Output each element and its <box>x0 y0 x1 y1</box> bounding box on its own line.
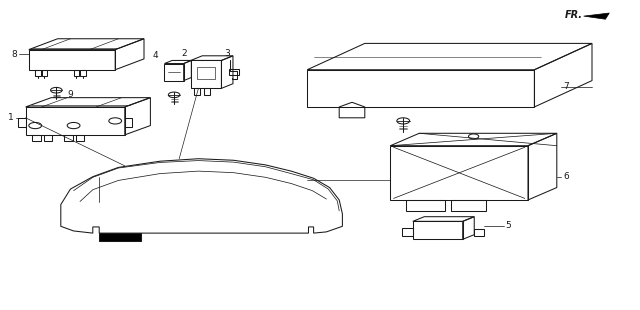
Text: FR.: FR. <box>565 11 583 20</box>
Bar <box>74 70 79 76</box>
Bar <box>35 70 41 76</box>
Bar <box>29 50 115 70</box>
Bar <box>390 146 528 200</box>
Bar <box>125 118 132 127</box>
Bar <box>64 135 73 141</box>
Text: 1: 1 <box>8 113 14 122</box>
Bar <box>80 70 86 76</box>
Bar <box>413 221 463 239</box>
Bar <box>99 233 141 241</box>
Bar <box>44 135 52 141</box>
Polygon shape <box>584 13 609 19</box>
Bar <box>402 228 413 236</box>
Bar <box>307 70 534 107</box>
Text: 3: 3 <box>225 49 230 58</box>
Bar <box>42 70 47 76</box>
Text: 4: 4 <box>153 51 158 60</box>
Text: 7: 7 <box>563 82 569 91</box>
Text: 2: 2 <box>181 49 186 58</box>
Text: 6: 6 <box>563 172 569 181</box>
Bar <box>191 60 221 88</box>
Bar <box>76 135 84 141</box>
Bar <box>406 200 445 211</box>
Text: 9: 9 <box>67 90 73 99</box>
Bar <box>32 135 41 141</box>
Text: 8: 8 <box>12 50 17 59</box>
Bar <box>18 118 26 127</box>
Bar <box>194 88 200 95</box>
Bar <box>451 200 486 211</box>
Bar <box>474 229 484 236</box>
Bar <box>204 88 210 95</box>
Bar <box>197 67 215 79</box>
Bar <box>164 64 184 81</box>
Bar <box>229 69 239 75</box>
Text: 5: 5 <box>506 221 511 230</box>
Bar <box>26 107 125 135</box>
